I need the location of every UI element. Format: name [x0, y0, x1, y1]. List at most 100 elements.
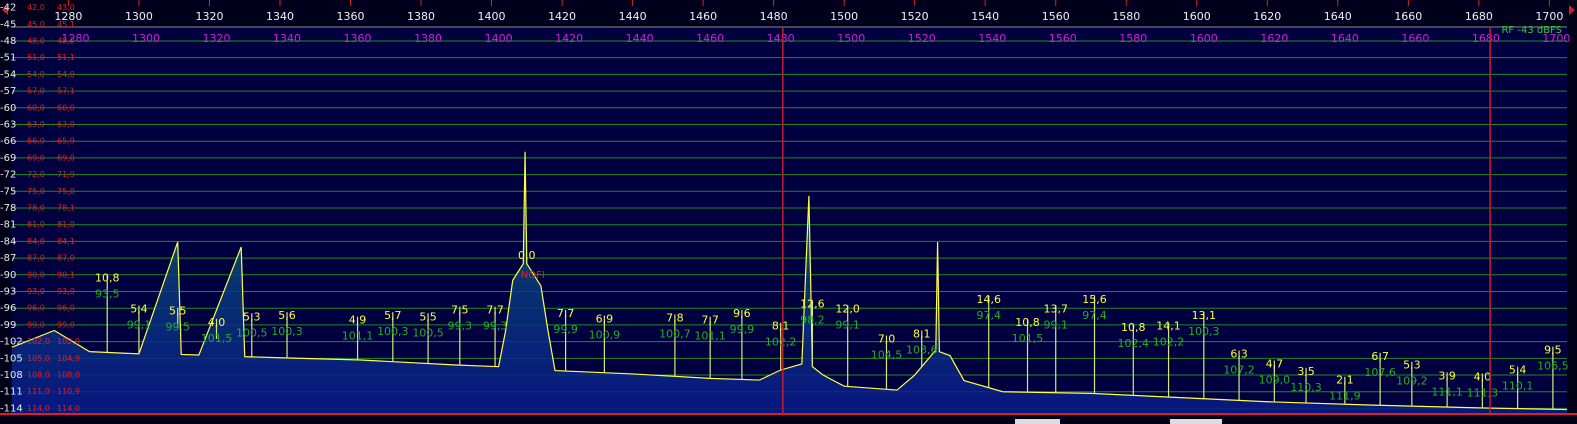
- peak-snr: 5,4: [1509, 364, 1527, 377]
- x-tick-label: 1420: [548, 10, 576, 23]
- frequency-bar: [12, 0, 1567, 27]
- peak-snr: 8,1: [913, 328, 931, 341]
- peak-level: 100,9: [589, 328, 621, 341]
- level-scale-label: 108,0: [27, 371, 50, 380]
- y-tick-label: -72: [0, 170, 16, 181]
- control[interactable]: [1015, 419, 1060, 424]
- level-scale-label: 75,0: [57, 187, 75, 196]
- x-tick-label: 1700: [1535, 10, 1563, 23]
- level-scale-label: 93,0: [27, 287, 45, 296]
- x-tick-label: 1320: [195, 10, 223, 23]
- y-tick-label: -54: [0, 69, 16, 80]
- x2-tick-label: 1460: [696, 32, 724, 45]
- peak-level: 103,6: [906, 344, 938, 357]
- peak-snr: 4,0: [208, 316, 226, 329]
- rf-level: RF -43 dBFS: [1501, 25, 1562, 36]
- level-scale-label: 75,0: [27, 187, 45, 196]
- peak-snr: 6,7: [1371, 350, 1389, 363]
- peak-level: 101,5: [201, 332, 233, 345]
- peak-level: 93,5: [95, 287, 120, 300]
- y-tick-label: -93: [0, 287, 16, 298]
- level-scale-label: 43,0: [57, 3, 75, 12]
- level-scale-label: 42,0: [27, 3, 45, 12]
- y-tick-label: -48: [0, 36, 16, 47]
- y-tick-label: -60: [0, 103, 16, 114]
- peak-snr: 10,8: [95, 271, 120, 284]
- level-scale-label: 54,0: [57, 70, 75, 79]
- peak-snr: 5,3: [1403, 359, 1421, 372]
- x2-tick-label: 1540: [978, 32, 1006, 45]
- level-scale-label: 71,9: [57, 170, 75, 179]
- peak-snr: 4,0: [1474, 370, 1492, 383]
- peak-snr: 2,1: [1336, 374, 1354, 387]
- level-scale-label: 48,0: [57, 36, 75, 45]
- x2-tick-label: 1640: [1331, 32, 1359, 45]
- level-scale-label: 78,0: [27, 204, 45, 213]
- level-scale-label: 108,0: [57, 371, 80, 380]
- x-tick-label: 1280: [54, 10, 82, 23]
- level-scale-label: 65,9: [57, 137, 75, 146]
- x2-tick-label: 1600: [1190, 32, 1218, 45]
- y-tick-label: -90: [0, 270, 16, 281]
- plot-area: [12, 0, 1567, 414]
- peak-level: 99,9: [553, 323, 578, 336]
- level-scale-label: 99,0: [57, 320, 75, 329]
- y-tick-label: -57: [0, 86, 16, 97]
- level-scale-label: 54,0: [27, 70, 45, 79]
- peak-level: 101,5: [1012, 332, 1044, 345]
- x2-tick-label: 1400: [485, 32, 513, 45]
- peak-level: 99,1: [127, 318, 152, 331]
- peak-snr: 9,5: [1544, 344, 1562, 357]
- peak-level: 97,4: [1082, 309, 1107, 322]
- level-scale-label: 110,9: [57, 387, 80, 396]
- level-scale-label: 99,0: [27, 320, 45, 329]
- peak-level: 99,5: [165, 321, 190, 334]
- y-tick-label: -105: [0, 353, 23, 364]
- peak-level: 97,4: [976, 309, 1001, 322]
- x2-tick-label: 1700: [1542, 32, 1570, 45]
- peak-snr: 7,7: [557, 307, 575, 320]
- peak-snr: 4,7: [1266, 358, 1284, 371]
- peak-snr: 7,7: [701, 314, 719, 327]
- y-tick-label: -99: [0, 320, 16, 331]
- peak-snr: 5,5: [419, 310, 437, 323]
- x2-tick-label: 1580: [1119, 32, 1147, 45]
- peak-level: 107,2: [1223, 364, 1255, 377]
- scroll-left[interactable]: [2, 5, 8, 15]
- level-scale-label: 96,0: [27, 304, 45, 313]
- scroll-right[interactable]: [1569, 5, 1575, 15]
- x2-tick-label: 1280: [61, 32, 89, 45]
- peak-snr: 13,1: [1192, 309, 1217, 322]
- level-scale-label: 60,0: [57, 103, 75, 112]
- peak-level: 111,1: [1431, 385, 1463, 398]
- peak-snr: 14,6: [976, 293, 1001, 306]
- x2-tick-label: 1520: [908, 32, 936, 45]
- x-tick-label: 1460: [689, 10, 717, 23]
- x-tick-label: 1540: [971, 10, 999, 23]
- x-tick-label: 1300: [125, 10, 153, 23]
- x2-tick-label: 1380: [414, 32, 442, 45]
- x-tick-label: 1560: [1042, 10, 1070, 23]
- level-scale-label: 48,0: [27, 36, 45, 45]
- peak-snr: 12,6: [800, 297, 825, 310]
- level-scale-label: 69,0: [27, 153, 45, 162]
- peak-level: 99,1: [1043, 318, 1068, 331]
- peak-level: 102,2: [1153, 336, 1185, 349]
- peak-level: 99,3: [448, 320, 473, 333]
- x-tick-label: 1340: [266, 10, 294, 23]
- y-tick-label: -108: [0, 370, 23, 381]
- x-tick-label: 1500: [830, 10, 858, 23]
- level-scale-label: 111,0: [27, 387, 50, 396]
- level-scale-label: 51,1: [57, 53, 75, 62]
- level-scale-label: 63,0: [57, 120, 75, 129]
- trace-area: [12, 151, 1567, 414]
- y-tick-label: -42: [0, 3, 16, 14]
- x2-tick-label: 1300: [132, 32, 160, 45]
- peak-snr: 5,7: [384, 309, 402, 322]
- peak-level: 111,3: [1467, 386, 1499, 399]
- x2-tick-label: 1360: [344, 32, 372, 45]
- control[interactable]: [1170, 419, 1222, 424]
- peak-level: 101,1: [342, 330, 374, 343]
- y-tick-label: -69: [0, 153, 16, 164]
- x2-tick-label: 1440: [626, 32, 654, 45]
